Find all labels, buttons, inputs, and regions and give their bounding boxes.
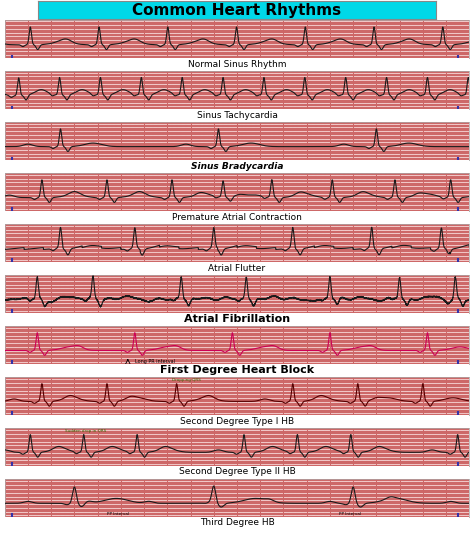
Text: Long PR interval: Long PR interval xyxy=(135,359,175,364)
Text: Sinus Tachycardia: Sinus Tachycardia xyxy=(197,111,277,120)
Text: Atrial Flutter: Atrial Flutter xyxy=(209,264,265,272)
Text: Atrial Fibrillation: Atrial Fibrillation xyxy=(184,314,290,324)
Text: Common Heart Rhythms: Common Heart Rhythms xyxy=(132,3,342,17)
Text: First Degree Heart Block: First Degree Heart Block xyxy=(160,365,314,375)
Text: Premature Atrial Contraction: Premature Atrial Contraction xyxy=(172,213,302,222)
Text: PP Interval: PP Interval xyxy=(339,512,361,516)
Text: Second Degree Type I HB: Second Degree Type I HB xyxy=(180,416,294,426)
Text: Dropping QRS: Dropping QRS xyxy=(172,378,201,382)
Text: Sudden drop in QRS: Sudden drop in QRS xyxy=(65,428,106,433)
Text: Normal Sinus Rhythm: Normal Sinus Rhythm xyxy=(188,60,286,69)
Text: Sinus Bradycardia: Sinus Bradycardia xyxy=(191,162,283,171)
Text: Third Degree HB: Third Degree HB xyxy=(200,518,274,528)
Text: Second Degree Type II HB: Second Degree Type II HB xyxy=(179,468,295,476)
Text: PP Interval: PP Interval xyxy=(107,512,129,516)
